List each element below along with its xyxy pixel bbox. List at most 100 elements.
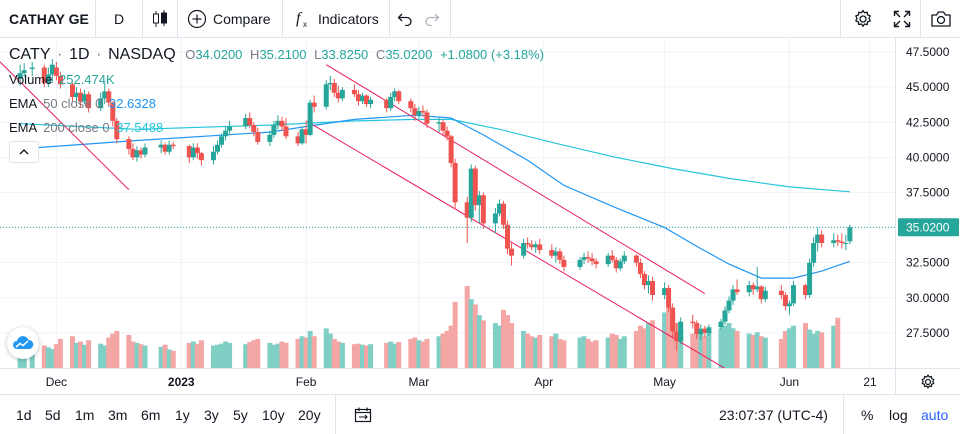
candle-body: [78, 92, 84, 102]
range-button-1m[interactable]: 1m: [75, 406, 95, 423]
candle: [786, 300, 792, 315]
candle-body: [360, 95, 365, 102]
last-price-tag-label: 35.0200: [906, 220, 950, 234]
volume-bar: [815, 330, 821, 368]
candle-body: [472, 168, 478, 206]
time-axis-label: Feb: [296, 375, 317, 389]
candle-body: [807, 262, 813, 295]
collapse-legend-button[interactable]: [9, 141, 39, 163]
indicators-button[interactable]: f x Indicators: [283, 0, 389, 38]
legend-symbol: CATY: [9, 46, 51, 63]
interval-button[interactable]: D: [96, 0, 142, 38]
candle: [662, 282, 668, 300]
candle: [364, 94, 370, 107]
candle-body: [754, 286, 760, 290]
range-button-5d[interactable]: 5d: [45, 406, 61, 423]
candle-body: [650, 280, 655, 295]
svg-text:x: x: [303, 20, 307, 29]
redo-button[interactable]: [421, 0, 443, 38]
go-to-date-button[interactable]: [350, 395, 376, 434]
candle-body: [815, 234, 821, 244]
chart-canvas[interactable]: [0, 38, 895, 368]
range-button-5y[interactable]: 5y: [233, 406, 248, 423]
candle: [299, 126, 305, 145]
candle-body: [839, 241, 845, 244]
ema50-legend[interactable]: EMA 50 close 0 32.6328: [9, 96, 156, 111]
axis-settings-button[interactable]: [895, 369, 960, 395]
candle: [492, 207, 498, 234]
candle-body: [74, 92, 80, 97]
candle-body: [496, 203, 502, 214]
candle-body: [811, 243, 817, 263]
candle-body: [778, 290, 784, 295]
candle: [323, 80, 329, 110]
range-button-1d[interactable]: 1d: [16, 406, 32, 423]
range-button-10y[interactable]: 10y: [262, 406, 285, 423]
candle: [819, 230, 825, 248]
legend-high-label: H: [250, 47, 260, 62]
log-scale-toggle[interactable]: log: [889, 395, 908, 434]
range-button-6m[interactable]: 6m: [141, 406, 161, 423]
candle-body: [98, 98, 104, 109]
screenshot-button[interactable]: [921, 0, 960, 38]
ema200-legend[interactable]: EMA 200 close 0 37.5488: [9, 120, 163, 135]
percent-scale-toggle[interactable]: %: [861, 395, 873, 434]
symbol-search-button[interactable]: CATHAY GE: [9, 0, 95, 38]
price-axis-label: 27.5000: [906, 326, 950, 340]
candle: [243, 113, 249, 130]
candle-body: [138, 150, 144, 155]
volume-bar: [734, 330, 740, 368]
time-axis[interactable]: Dec 2023 Feb Mar Apr May Jun 21: [0, 368, 960, 395]
candle-body: [670, 307, 676, 332]
candle-body: [53, 67, 59, 76]
range-button-20y[interactable]: 20y: [298, 406, 321, 423]
auto-scale-toggle[interactable]: auto: [921, 395, 948, 434]
candle: [585, 251, 591, 263]
price-axis[interactable]: 47.500045.000042.500040.000037.500035.00…: [895, 38, 960, 368]
channel-line: [305, 120, 726, 368]
candle: [327, 75, 333, 90]
tradingview-logo-button[interactable]: [7, 327, 39, 359]
undo-button[interactable]: [394, 0, 416, 38]
range-button-1y[interactable]: 1y: [175, 406, 190, 423]
candle: [847, 224, 853, 245]
volume-bar: [472, 304, 478, 368]
range-button-3y[interactable]: 3y: [204, 406, 219, 423]
candle: [609, 250, 615, 263]
volume-bar: [645, 323, 651, 368]
fullscreen-button[interactable]: [884, 0, 920, 38]
volume-bar: [29, 349, 35, 368]
compare-button[interactable]: Compare: [178, 0, 282, 38]
function-icon: f x: [296, 10, 307, 29]
candle: [396, 89, 402, 104]
candle-body: [605, 255, 611, 265]
clock-label: 23:07:37 (UTC-4): [719, 406, 828, 423]
candle: [553, 247, 559, 263]
candle-body: [412, 108, 418, 116]
chart-type-button[interactable]: [143, 0, 177, 38]
range-button-3m[interactable]: 3m: [108, 406, 128, 423]
price-axis-label: 40.0000: [906, 150, 950, 164]
candle-body: [690, 321, 696, 324]
volume-bar: [408, 338, 414, 368]
volume-legend[interactable]: Volume 252.474K: [9, 72, 115, 87]
volume-bar: [424, 338, 430, 368]
volume-bar: [82, 344, 88, 368]
candle: [190, 143, 196, 161]
candle-body: [210, 151, 216, 161]
main-series-legend[interactable]: CATY · 1D · NASDAQ O34.0200 H35.2100 L33…: [9, 46, 544, 64]
candle-body: [464, 202, 470, 218]
volume-bar: [492, 323, 498, 368]
chart-pane[interactable]: CATY · 1D · NASDAQ O34.0200 H35.2100 L33…: [0, 38, 895, 368]
timezone-button[interactable]: 23:07:37 (UTC-4): [719, 395, 828, 434]
candle: [750, 282, 756, 295]
candle-body: [364, 95, 370, 104]
candle: [529, 240, 535, 251]
candle-body: [243, 118, 249, 127]
candle: [223, 126, 229, 141]
settings-button[interactable]: [841, 0, 884, 38]
candle: [102, 82, 108, 104]
candle-body: [621, 255, 627, 262]
candle: [130, 143, 136, 161]
candle: [255, 127, 261, 145]
